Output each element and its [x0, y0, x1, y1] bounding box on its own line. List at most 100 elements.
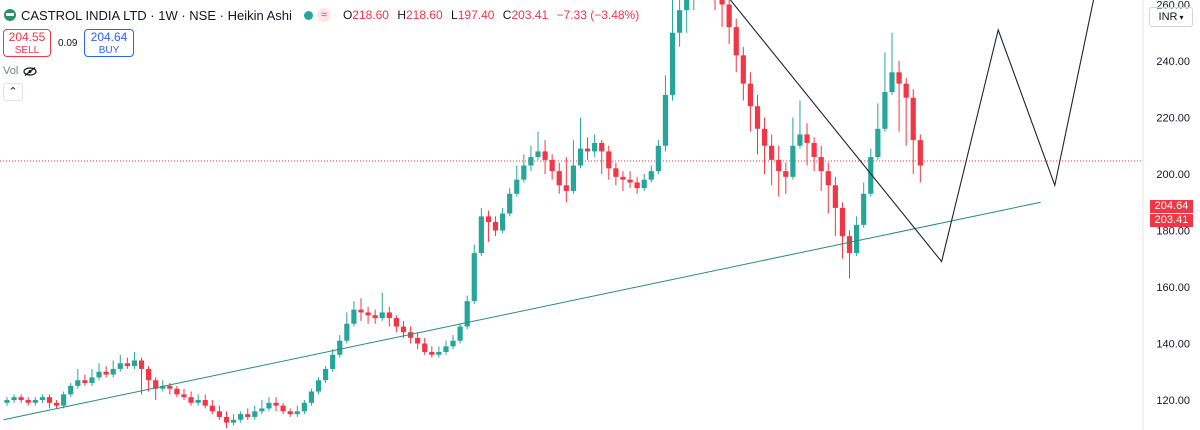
candle-body [514, 179, 520, 194]
candle-body [89, 377, 95, 384]
candle-body [500, 213, 506, 231]
ohlc-low-key: L [451, 8, 458, 22]
candle-body [570, 165, 576, 191]
y-tick-label: 240.00 [1156, 56, 1190, 68]
candle-body [464, 301, 470, 327]
candle-body [917, 140, 923, 166]
candle-body [209, 405, 215, 412]
ohlc-open-value: 218.60 [352, 8, 389, 22]
candle-body [868, 157, 874, 194]
candle-body [804, 134, 810, 143]
candle-body [195, 400, 201, 403]
candle-body [379, 312, 385, 319]
waves-icon: ≈ [316, 8, 331, 22]
candle-body [330, 354, 336, 369]
candle-body [783, 171, 789, 177]
candle-body [776, 159, 782, 172]
symbol-logo-icon [4, 9, 16, 21]
candle-body [577, 148, 584, 166]
candle-body [344, 323, 350, 341]
candle-body [216, 411, 222, 417]
candle-body [68, 385, 74, 395]
ohlc-low-value: 197.40 [457, 8, 495, 22]
candle-body [61, 394, 67, 406]
candle-body [436, 351, 442, 355]
symbol-title[interactable]: CASTROL INDIA LTD · 1W · NSE · Heikin As… [21, 7, 292, 23]
candle-body [478, 216, 484, 254]
candle-body [25, 400, 31, 403]
sell-price: 204.55 [8, 30, 46, 44]
candle-body [245, 414, 251, 417]
candle-body [747, 83, 753, 107]
candle-body [202, 400, 208, 406]
candle-body [372, 315, 378, 319]
candle-body [323, 368, 329, 381]
candle-body [450, 340, 456, 347]
y-tick-label: 260.00 [1156, 0, 1190, 12]
candle-body [599, 142, 605, 152]
candle-body [684, 0, 690, 11]
eye-hidden-icon[interactable] [23, 66, 37, 76]
candle-body [294, 411, 300, 415]
candle-body [471, 253, 477, 302]
candle-body [492, 222, 499, 231]
candle-body [882, 92, 888, 129]
candle-body [138, 360, 145, 369]
candle-body [613, 168, 619, 177]
candle-body [18, 397, 24, 400]
zigzag-path-drawing [729, 0, 1095, 263]
candle-body [4, 400, 10, 403]
candle-body [733, 27, 739, 56]
buy-button[interactable]: 204.64 BUY [84, 29, 134, 57]
candle-body [528, 157, 534, 166]
candle-body [825, 171, 831, 186]
support-trend-line [3, 201, 1041, 421]
candle-body [761, 128, 768, 146]
candle-body [223, 416, 230, 423]
candle-body [301, 402, 307, 412]
candle-body [117, 363, 123, 369]
last-price-tag: 203.41 [1150, 214, 1193, 227]
chevron-up-icon: ⌃ [8, 86, 18, 98]
ohlc-high-value: 218.60 [406, 8, 443, 22]
candle-body [238, 414, 244, 420]
spread-value: 0.09 [58, 38, 78, 49]
candle-body [415, 337, 421, 344]
candle-body [669, 32, 676, 95]
candle-body [96, 371, 102, 378]
candle-body [903, 83, 909, 98]
candle-body [315, 380, 322, 392]
candle-body [861, 193, 867, 225]
candle-body [174, 388, 180, 395]
candle-body [146, 368, 152, 381]
sell-button[interactable]: 204.55 SELL [3, 29, 51, 57]
candle-body [854, 224, 860, 254]
ohlc-open-key: O [342, 8, 353, 22]
candle-body [620, 176, 626, 180]
candle-body [535, 151, 541, 158]
currency-label: INR [1158, 11, 1178, 23]
chevron-down-icon: ▾ [1179, 13, 1184, 22]
candle-body [754, 106, 761, 129]
candle-body [790, 145, 796, 177]
candle-body [230, 419, 237, 423]
candle-body [407, 332, 414, 338]
candle-body [832, 185, 838, 208]
y-tick-label: 160.00 [1156, 282, 1190, 294]
ohlc-values: O218.60 H218.60 L197.40 C203.41 −7.33 (−… [343, 8, 644, 22]
buy-price: 204.64 [90, 30, 128, 44]
candle-body [797, 134, 803, 146]
candle-body [131, 360, 138, 367]
candle-body [181, 394, 187, 398]
candle-body [32, 400, 38, 403]
candle-body [386, 312, 392, 319]
candle-body [485, 216, 492, 223]
currency-select[interactable]: INR ▾ [1149, 7, 1193, 27]
volume-label: Vol [3, 65, 19, 77]
candle-body [627, 179, 633, 183]
collapse-legend-button[interactable]: ⌃ [3, 83, 23, 101]
candle-body [429, 351, 435, 355]
candle-body [124, 363, 130, 367]
candle-body [818, 157, 824, 172]
